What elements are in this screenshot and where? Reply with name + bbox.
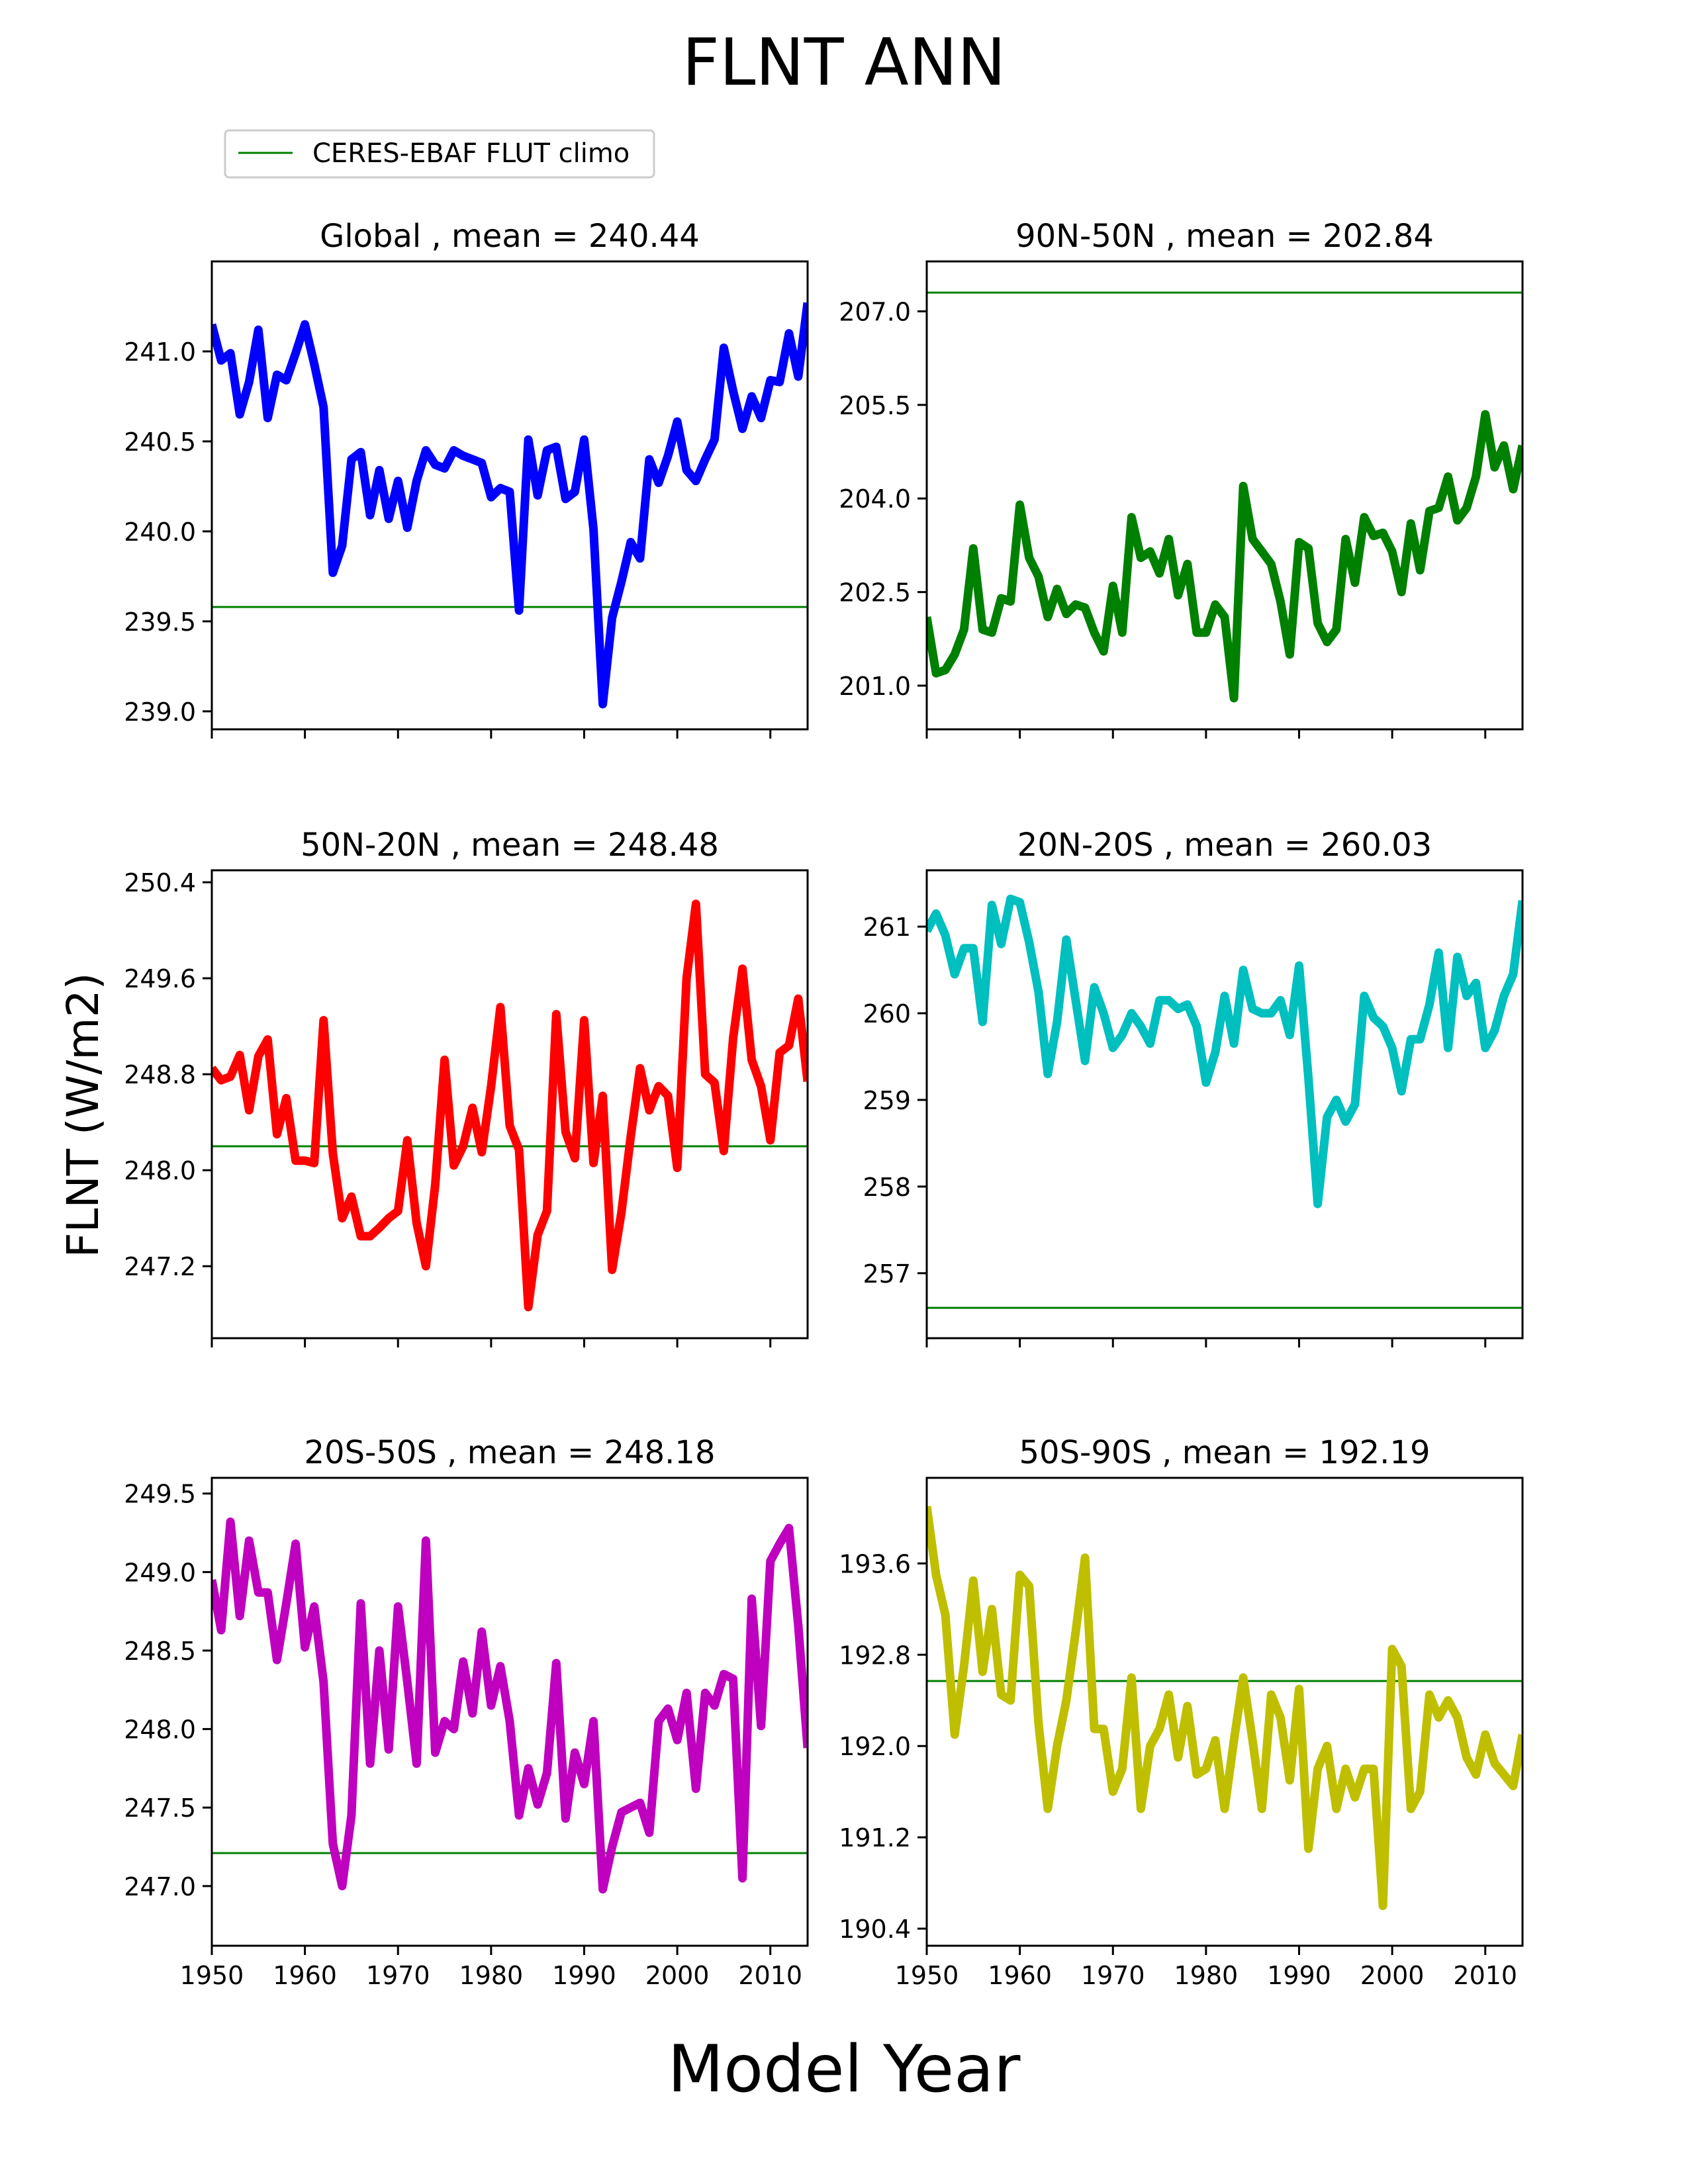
y-tick-label: 250.4 [124,868,196,897]
y-tick-label: 249.5 [124,1480,196,1509]
y-tick-label: 190.4 [839,1915,911,1944]
panel-50s-90s: 50S-90S , mean = 192.19 190.4 191.2 192.0 19… [839,1434,1524,1990]
axes-frame [925,869,1524,1340]
y-tick-label: 239.5 [124,608,196,637]
y-tick-label: 258 [863,1173,911,1202]
y-tick-label: 247.0 [124,1872,196,1901]
subplot-grid: Global , mean = 240.44 239.0 239.5 240.0 240… [124,218,1524,1990]
x-tick-label: 1980 [1174,1961,1239,1990]
x-tick-label: 1980 [459,1961,524,1990]
panel-title: 50N-20N , mean = 248.48 [301,827,719,864]
panel-20n-20s: 20N-20S , mean = 260.03 257 258 259 260 261 [863,827,1524,1347]
y-tick-label: 202.5 [839,578,911,608]
x-tick-label: 1950 [180,1961,244,1990]
y-tick-label: 257 [863,1259,911,1289]
x-tick-label: 1960 [988,1961,1052,1990]
y-tick-label: 193.6 [839,1549,911,1578]
series-line [927,1506,1523,1911]
panel-global: Global , mean = 240.44 239.0 239.5 240.0 240… [124,218,809,739]
y-tick-label: 261 [863,913,911,942]
y-tick-label: 240.0 [124,518,196,547]
panel-title: Global , mean = 240.44 [320,218,700,255]
series-line [927,894,1523,1208]
x-tick-label: 2010 [738,1961,802,1990]
x-tick-label: 1970 [366,1961,430,1990]
y-tick-label: 248.5 [124,1637,196,1666]
y-tick-label: 192.0 [839,1732,911,1761]
y-tick-label: 249.6 [124,964,196,993]
y-tick-label: 248.0 [124,1156,196,1185]
axes-frame [925,1477,1524,1947]
panel-title: 90N-50N , mean = 202.84 [1015,218,1434,255]
x-tick-label: 1990 [552,1961,616,1990]
series-line [212,1517,808,1894]
y-tick-label: 248.0 [124,1715,196,1745]
legend: CERES-EBAF FLUT climo [224,129,655,179]
legend-label: CERES-EBAF FLUT climo [312,138,630,169]
axes-frame [211,869,809,1340]
x-tick-label: 1950 [895,1961,959,1990]
y-tick-label: 205.5 [839,391,911,420]
figure-title: FLNT ANN [682,25,1006,101]
y-tick-label: 207.0 [839,297,911,326]
series-line [212,302,808,709]
panel-title: 20S-50S , mean = 248.18 [305,1434,716,1471]
series-line [212,899,808,1312]
y-tick-label: 248.8 [124,1060,196,1089]
x-tick-label: 2000 [645,1961,710,1990]
series-line [927,410,1523,703]
axes-frame [925,260,1524,731]
y-tick-label: 191.2 [839,1823,911,1852]
x-tick-label: 2000 [1360,1961,1425,1990]
panel-title: 20N-20S , mean = 260.03 [1017,827,1432,864]
y-tick-label: 259 [863,1086,911,1115]
legend-frame [224,129,655,179]
panel-90n-50n: 90N-50N , mean = 202.84 201.0 202.5 204.0 20… [839,218,1524,739]
y-tick-label: 192.8 [839,1641,911,1670]
panel-20s-50s: 20S-50S , mean = 248.18 247.0 247.5 248.0 24… [124,1434,809,1990]
y-tick-label: 204.0 [839,484,911,514]
y-tick-label: 249.0 [124,1558,196,1587]
y-tick-label: 241.0 [124,338,196,367]
y-tick-label: 240.5 [124,428,196,457]
panel-title: 50S-90S , mean = 192.19 [1019,1434,1430,1471]
panel-50n-20n: 50N-20N , mean = 248.48 247.2 248.0 248.8 24… [124,827,809,1347]
x-axis-label: Model Year [668,2032,1021,2107]
x-tick-label: 1990 [1267,1961,1331,1990]
x-tick-label: 1960 [273,1961,337,1990]
y-tick-label: 247.5 [124,1794,196,1823]
y-tick-label: 239.0 [124,698,196,727]
axes-frame [211,260,809,731]
axes-frame [211,1477,809,1947]
x-tick-label: 2010 [1453,1961,1517,1990]
y-tick-label: 247.2 [124,1252,196,1281]
y-axis-label: FLNT (W/m2) [58,973,109,1258]
y-tick-label: 260 [863,999,911,1028]
x-tick-label: 1970 [1081,1961,1145,1990]
y-tick-label: 201.0 [839,672,911,701]
